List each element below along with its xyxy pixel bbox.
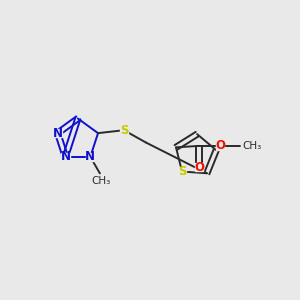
Text: CH₃: CH₃ — [92, 176, 111, 186]
Text: S: S — [178, 165, 186, 178]
Text: O: O — [194, 160, 204, 174]
Text: N: N — [53, 127, 63, 140]
Text: O: O — [215, 140, 225, 152]
Text: CH₃: CH₃ — [242, 141, 262, 151]
Bar — [61, 153, 70, 161]
Text: N: N — [60, 150, 70, 163]
Text: N: N — [85, 150, 95, 163]
Bar — [86, 153, 94, 161]
Bar — [195, 163, 203, 171]
Text: S: S — [120, 124, 128, 137]
Bar — [216, 142, 224, 150]
Bar — [119, 126, 128, 134]
Bar — [54, 129, 62, 137]
Bar — [178, 167, 186, 176]
